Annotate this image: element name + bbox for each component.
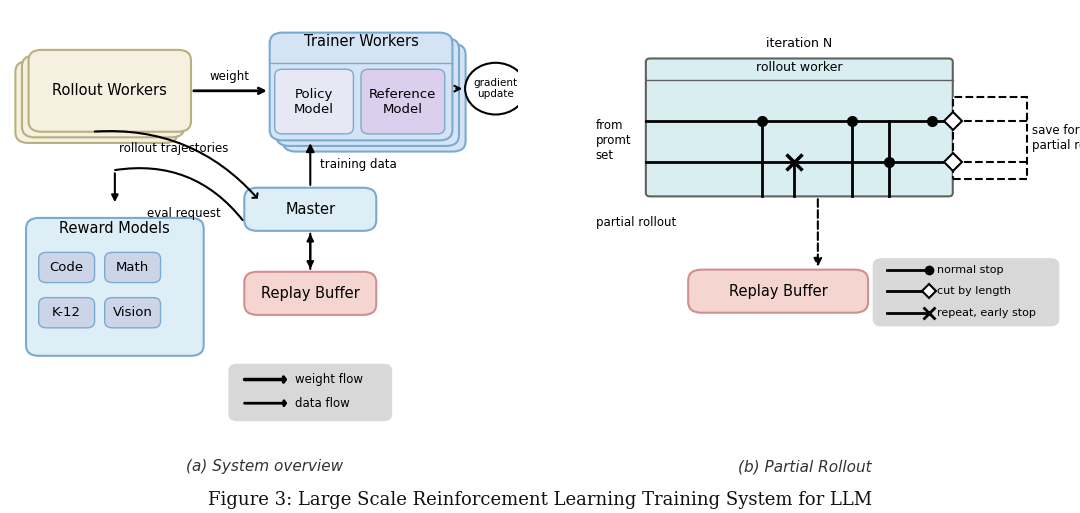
Text: iteration N: iteration N (766, 37, 833, 50)
Text: normal stop: normal stop (937, 265, 1003, 274)
Text: Replay Buffer: Replay Buffer (261, 286, 360, 301)
Text: eval request: eval request (147, 207, 220, 220)
Text: Math: Math (116, 261, 149, 274)
FancyBboxPatch shape (105, 252, 161, 283)
FancyBboxPatch shape (874, 259, 1058, 326)
Text: K-12: K-12 (52, 306, 81, 319)
FancyBboxPatch shape (244, 272, 376, 315)
Circle shape (465, 63, 526, 114)
Text: from
promt
set: from promt set (595, 119, 631, 162)
FancyBboxPatch shape (22, 55, 185, 137)
Text: partial rollout: partial rollout (595, 216, 676, 229)
Text: weight flow: weight flow (295, 373, 363, 386)
FancyBboxPatch shape (646, 58, 953, 196)
Text: weight: weight (210, 70, 249, 84)
FancyBboxPatch shape (688, 270, 868, 313)
FancyBboxPatch shape (229, 364, 391, 421)
FancyBboxPatch shape (39, 298, 95, 328)
FancyBboxPatch shape (283, 44, 465, 151)
FancyBboxPatch shape (276, 38, 459, 146)
Text: training data: training data (321, 157, 397, 170)
FancyBboxPatch shape (274, 69, 353, 134)
Text: Reference
Model: Reference Model (369, 88, 436, 115)
FancyBboxPatch shape (105, 298, 161, 328)
Text: Trainer Workers: Trainer Workers (303, 34, 418, 49)
Text: data flow: data flow (295, 397, 350, 410)
FancyBboxPatch shape (39, 252, 95, 283)
FancyBboxPatch shape (26, 218, 204, 356)
Text: repeat, early stop: repeat, early stop (937, 308, 1036, 318)
FancyBboxPatch shape (270, 33, 453, 141)
FancyBboxPatch shape (28, 50, 191, 132)
Text: Policy
Model: Policy Model (294, 88, 334, 115)
Text: Vision: Vision (112, 306, 152, 319)
Text: cut by length: cut by length (937, 286, 1011, 296)
FancyBboxPatch shape (244, 188, 376, 231)
Text: rollout trajectories: rollout trajectories (119, 143, 228, 155)
Text: Master: Master (285, 202, 336, 217)
Bar (953, 97, 1027, 179)
Text: gradient
update: gradient update (473, 78, 517, 100)
Text: Rollout Workers: Rollout Workers (52, 83, 167, 98)
Text: save for
partial rollout: save for partial rollout (1032, 124, 1080, 152)
Text: (b) Partial Rollout: (b) Partial Rollout (738, 459, 872, 475)
FancyBboxPatch shape (361, 69, 445, 134)
Text: Code: Code (50, 261, 83, 274)
Text: (a) System overview: (a) System overview (186, 459, 343, 475)
Text: Figure 3: Large Scale Reinforcement Learning Training System for LLM: Figure 3: Large Scale Reinforcement Lear… (208, 491, 872, 509)
FancyBboxPatch shape (15, 61, 178, 143)
Text: Replay Buffer: Replay Buffer (729, 284, 827, 299)
Text: rollout worker: rollout worker (756, 62, 842, 74)
Text: Reward Models: Reward Models (59, 221, 171, 236)
